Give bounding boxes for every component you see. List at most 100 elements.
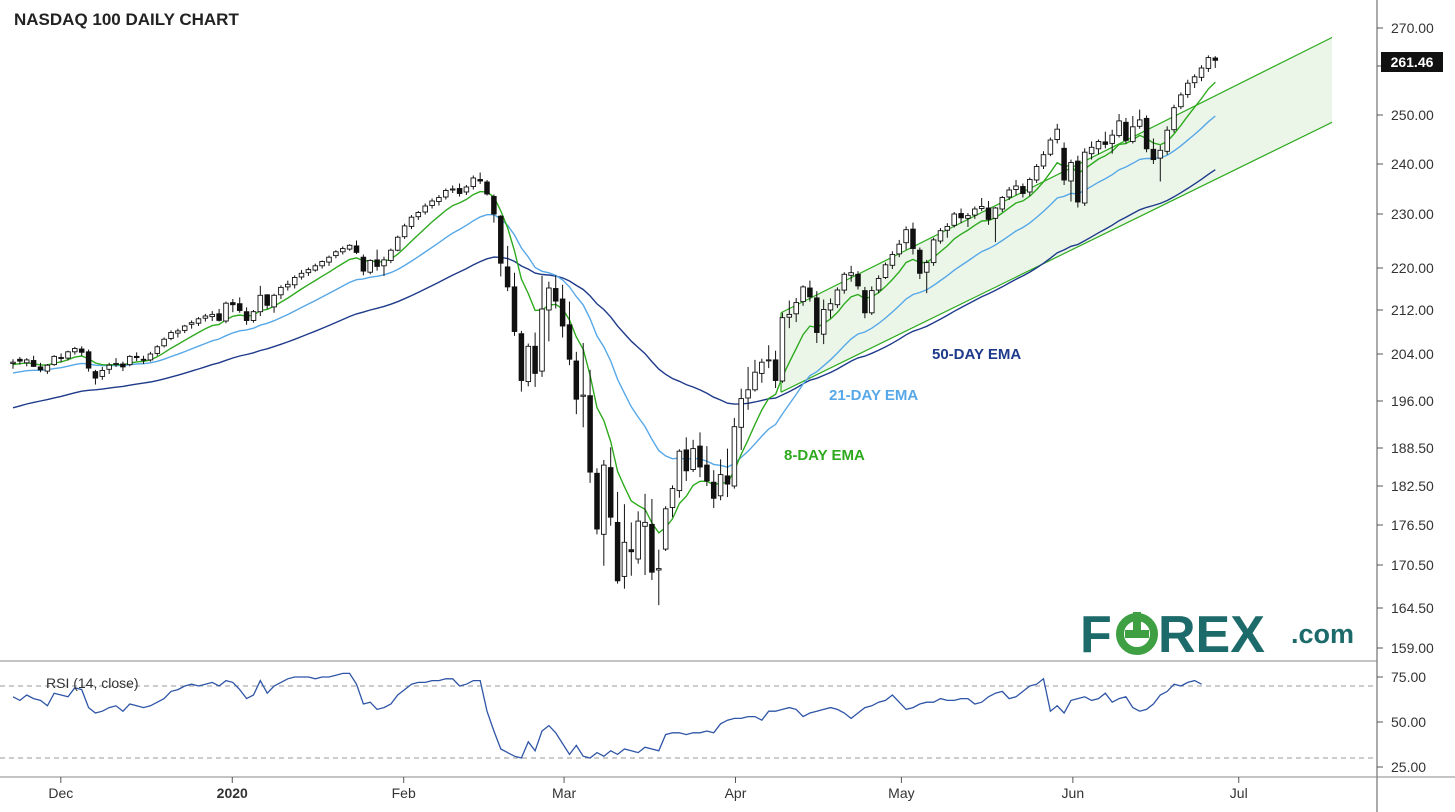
- candle[interactable]: [78, 346, 85, 356]
- candle[interactable]: [889, 251, 896, 270]
- candle[interactable]: [216, 308, 222, 322]
- channel-lower-line[interactable]: [780, 121, 1333, 393]
- candle[interactable]: [978, 198, 985, 211]
- candle[interactable]: [1075, 155, 1081, 208]
- candle[interactable]: [1164, 126, 1170, 155]
- candle[interactable]: [1109, 129, 1115, 154]
- candle[interactable]: [305, 267, 312, 276]
- candle[interactable]: [724, 448, 731, 498]
- candle[interactable]: [738, 388, 744, 450]
- candle[interactable]: [1020, 183, 1026, 198]
- candle[interactable]: [1102, 131, 1109, 149]
- candle[interactable]: [985, 201, 992, 225]
- candle[interactable]: [614, 491, 621, 584]
- candle[interactable]: [1013, 180, 1019, 195]
- candle[interactable]: [1212, 56, 1219, 68]
- candle[interactable]: [704, 446, 710, 486]
- candle[interactable]: [999, 196, 1006, 212]
- candle[interactable]: [1178, 92, 1184, 110]
- candle[interactable]: [181, 324, 188, 334]
- candle[interactable]: [175, 328, 181, 338]
- candle[interactable]: [202, 313, 209, 322]
- candle[interactable]: [930, 237, 937, 266]
- ema50-line[interactable]: [12, 169, 1216, 409]
- candle[interactable]: [628, 522, 635, 576]
- candle[interactable]: [690, 439, 696, 473]
- candle[interactable]: [30, 355, 37, 367]
- candle[interactable]: [92, 369, 99, 385]
- candle[interactable]: [106, 362, 112, 374]
- channel-upper-line[interactable]: [780, 36, 1333, 314]
- candle[interactable]: [862, 286, 868, 319]
- candle[interactable]: [601, 460, 607, 566]
- candle[interactable]: [1198, 65, 1205, 82]
- candle[interactable]: [23, 358, 30, 367]
- candle[interactable]: [291, 275, 298, 289]
- candle[interactable]: [436, 195, 442, 206]
- candle[interactable]: [1136, 109, 1143, 129]
- candle[interactable]: [44, 363, 51, 374]
- candle[interactable]: [992, 207, 999, 243]
- candle[interactable]: [910, 222, 916, 255]
- candle[interactable]: [353, 240, 360, 254]
- candle[interactable]: [683, 437, 690, 481]
- candle[interactable]: [1061, 142, 1067, 185]
- candle[interactable]: [264, 294, 270, 309]
- candle[interactable]: [298, 270, 305, 280]
- candle[interactable]: [113, 358, 119, 367]
- candle[interactable]: [72, 346, 78, 355]
- candle[interactable]: [498, 215, 504, 277]
- candle[interactable]: [278, 285, 284, 299]
- candle[interactable]: [662, 506, 669, 551]
- candle[interactable]: [346, 244, 353, 251]
- candle[interactable]: [470, 175, 477, 190]
- candle[interactable]: [669, 485, 676, 518]
- candle[interactable]: [422, 203, 428, 215]
- candle[interactable]: [37, 362, 44, 373]
- candle[interactable]: [1027, 177, 1033, 197]
- candle[interactable]: [1205, 55, 1212, 72]
- candle[interactable]: [951, 212, 957, 228]
- candle[interactable]: [779, 312, 786, 383]
- candle[interactable]: [745, 366, 751, 410]
- candle[interactable]: [834, 287, 841, 308]
- candle[interactable]: [1123, 117, 1129, 144]
- candle[interactable]: [848, 265, 854, 282]
- candle[interactable]: [587, 369, 593, 483]
- candle[interactable]: [271, 293, 277, 313]
- candle[interactable]: [168, 330, 174, 341]
- candle[interactable]: [312, 263, 319, 272]
- candle[interactable]: [381, 256, 387, 276]
- candle[interactable]: [923, 259, 930, 294]
- candle[interactable]: [484, 180, 490, 196]
- candle[interactable]: [58, 353, 64, 363]
- candle[interactable]: [896, 239, 902, 258]
- candle[interactable]: [1116, 114, 1122, 138]
- candle[interactable]: [765, 345, 772, 369]
- candle[interactable]: [882, 262, 889, 280]
- candle[interactable]: [1150, 138, 1157, 164]
- candle[interactable]: [807, 280, 813, 302]
- candle[interactable]: [656, 549, 662, 606]
- candle[interactable]: [607, 447, 614, 526]
- candle[interactable]: [903, 226, 909, 250]
- candle[interactable]: [1068, 159, 1074, 202]
- candle[interactable]: [539, 275, 545, 377]
- candle[interactable]: [731, 417, 738, 489]
- candle[interactable]: [752, 359, 758, 392]
- candle[interactable]: [236, 297, 243, 313]
- candle[interactable]: [525, 343, 532, 387]
- candle[interactable]: [518, 330, 525, 392]
- candle[interactable]: [676, 449, 683, 498]
- candle[interactable]: [504, 245, 511, 292]
- candle[interactable]: [1095, 139, 1102, 155]
- candle[interactable]: [491, 194, 497, 223]
- candle[interactable]: [820, 299, 827, 345]
- candle[interactable]: [1081, 148, 1088, 206]
- candle[interactable]: [456, 183, 463, 197]
- candle[interactable]: [827, 298, 834, 319]
- candle[interactable]: [594, 468, 600, 535]
- candle[interactable]: [394, 235, 401, 252]
- candle[interactable]: [99, 366, 106, 380]
- candle[interactable]: [1006, 187, 1012, 200]
